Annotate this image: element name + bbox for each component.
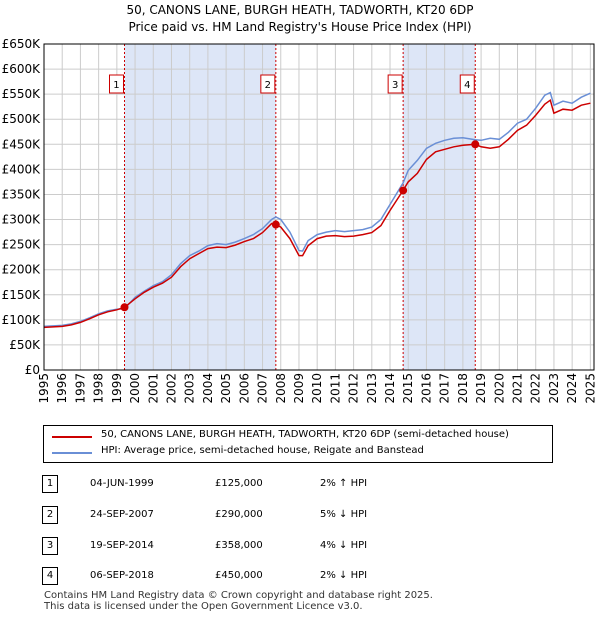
transaction-number: 1: [42, 475, 58, 493]
sale-point: [471, 140, 480, 149]
x-tick-label: 2000: [128, 373, 142, 404]
sale-point: [399, 186, 408, 195]
y-tick-label: £600K: [2, 62, 42, 76]
transaction-hpi-diff: 4% ↓ HPI: [320, 540, 368, 551]
x-tick-label: 2015: [401, 373, 415, 404]
x-tick-label: 2010: [310, 373, 324, 404]
y-tick-label: £300K: [2, 213, 42, 227]
hpi-series-line: [43, 91, 591, 328]
transaction-row: 1 04-JUN-1999 £125,000 2% ↑ HPI: [0, 475, 600, 499]
x-tick-label: 2018: [456, 373, 470, 404]
y-tick-label: £150K: [2, 288, 42, 302]
y-tick-label: £350K: [2, 187, 42, 201]
x-tick-label: 2016: [419, 373, 433, 404]
transaction-row: 4 06-SEP-2018 £450,000 2% ↓ HPI: [0, 567, 600, 591]
legend-label-property: 50, CANONS LANE, BURGH HEATH, TADWORTH, …: [101, 429, 509, 440]
y-tick-label: £400K: [2, 162, 42, 176]
x-tick-label: 2008: [274, 373, 288, 404]
transaction-number: 3: [42, 537, 58, 555]
x-tick-label: 1995: [37, 373, 51, 404]
footer-copyright: Contains HM Land Registry data © Crown c…: [44, 590, 433, 601]
transaction-price: £358,000: [215, 540, 263, 551]
y-tick-label: £50K: [9, 338, 41, 352]
x-tick-label: 2024: [565, 373, 579, 404]
transaction-row: 2 24-SEP-2007 £290,000 5% ↓ HPI: [0, 506, 600, 530]
sale-number-box: [459, 74, 475, 94]
x-tick-label: 2005: [219, 373, 233, 404]
x-tick-label: 2021: [511, 373, 525, 404]
y-tick-label: £250K: [2, 238, 42, 252]
sale-number-box: [108, 74, 124, 94]
x-tick-label: 2019: [474, 373, 488, 404]
x-tick-label: 1998: [92, 373, 106, 404]
y-tick-label: £650K: [2, 37, 42, 51]
transaction-row: 3 19-SEP-2014 £358,000 4% ↓ HPI: [0, 537, 600, 561]
x-tick-label: 2006: [237, 373, 251, 404]
sale-number-label: 1: [113, 80, 119, 91]
transaction-date: 04-JUN-1999: [90, 478, 154, 489]
transaction-price: £450,000: [215, 570, 263, 581]
y-tick-label: £100K: [2, 313, 42, 327]
sale-number-label: 4: [464, 80, 470, 91]
transaction-hpi-diff: 2% ↓ HPI: [320, 570, 368, 581]
transaction-number: 4: [42, 567, 58, 585]
x-tick-label: 2002: [164, 373, 178, 404]
transaction-number: 2: [42, 506, 58, 524]
footer-licence: This data is licensed under the Open Gov…: [44, 601, 363, 612]
transaction-hpi-diff: 5% ↓ HPI: [320, 509, 368, 520]
sale-number-box: [387, 74, 403, 94]
sale-number-label: 2: [265, 80, 271, 91]
transaction-hpi-diff: 2% ↑ HPI: [320, 478, 368, 489]
property-series-line: [43, 98, 591, 329]
x-tick-label: 2022: [529, 373, 543, 404]
transaction-price: £290,000: [215, 509, 263, 520]
x-tick-label: 2001: [146, 373, 160, 404]
sale-period-shade: [124, 44, 276, 370]
x-tick-label: 2004: [201, 373, 215, 404]
transaction-price: £125,000: [215, 478, 263, 489]
legend: 50, CANONS LANE, BURGH HEATH, TADWORTH, …: [43, 425, 553, 463]
x-tick-label: 1997: [73, 373, 87, 404]
x-tick-label: 2012: [347, 373, 361, 404]
price-chart: £0 £50K £100K £150K £200K £250K £300K £350K £400…: [2, 37, 598, 404]
sale-number-box: [260, 74, 276, 94]
x-tick-label: 2007: [256, 373, 270, 404]
x-tick-label: 2025: [583, 373, 597, 404]
transaction-date: 19-SEP-2014: [90, 540, 154, 551]
chart-subtitle: Price paid vs. HM Land Registry's House …: [128, 20, 472, 34]
x-tick-label: 2023: [547, 373, 561, 404]
sale-number-label: 3: [392, 80, 398, 91]
x-tick-label: 2011: [328, 373, 342, 404]
x-tick-label: 1996: [55, 373, 69, 404]
legend-label-hpi: HPI: Average price, semi-detached house,…: [101, 445, 424, 456]
transaction-date: 06-SEP-2018: [90, 570, 154, 581]
x-tick-label: 2020: [492, 373, 506, 404]
y-tick-label: £200K: [2, 263, 42, 277]
legend-swatch-property: [52, 436, 92, 438]
y-tick-label: £500K: [2, 112, 42, 126]
x-tick-label: 2003: [183, 373, 197, 404]
y-tick-label: £550K: [2, 87, 42, 101]
transaction-date: 24-SEP-2007: [90, 509, 154, 520]
plot-area-border: [43, 43, 595, 371]
x-tick-label: 2013: [365, 373, 379, 404]
legend-swatch-hpi: [52, 452, 92, 454]
y-tick-label: £0: [25, 363, 40, 377]
sale-point: [120, 303, 129, 312]
y-tick-label: £450K: [2, 137, 42, 151]
x-tick-label: 2014: [383, 373, 397, 404]
chart-title: 50, CANONS LANE, BURGH HEATH, TADWORTH, …: [126, 3, 474, 17]
x-tick-label: 2017: [438, 373, 452, 404]
sale-point: [271, 220, 280, 229]
x-tick-label: 1999: [110, 373, 124, 404]
x-tick-label: 2009: [292, 373, 306, 404]
